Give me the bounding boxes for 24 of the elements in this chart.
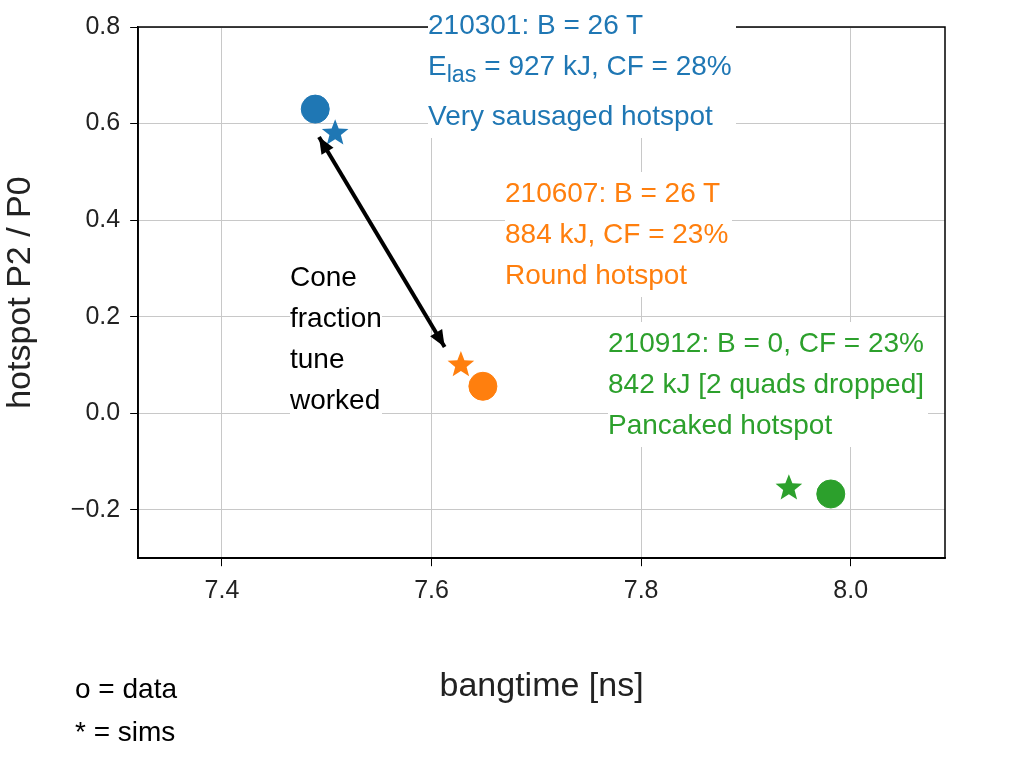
x-axis-title: bangtime [ns]: [439, 664, 644, 703]
annotation: 210912: B = 0, CF = 23% 842 kJ [2 quads dropped] Pancaked hotspot: [608, 322, 929, 447]
x-tick-label: 7.6: [414, 575, 449, 604]
x-tick-label: 8.0: [833, 575, 869, 604]
point: [447, 351, 475, 377]
annotation: 210301: B = 26 T E$_{las}$ = 927 kJ, CF = 28% Very sausaged hotspot: [428, 4, 736, 138]
point: [300, 94, 330, 124]
y-axis-title: hotspot P2 / P0: [0, 176, 37, 409]
y-tick-label: 0.4: [85, 204, 121, 233]
y-tick-label: 0.2: [85, 300, 121, 329]
point: [775, 474, 803, 500]
point: [468, 371, 498, 401]
y-tick-label: 0.6: [85, 107, 121, 136]
y-tick-label: 0.8: [85, 10, 121, 39]
point: [816, 479, 846, 509]
x-tick-label: 7.8: [623, 575, 659, 604]
text: o = data: [75, 668, 177, 709]
annotation: Cone fraction tune worked: [290, 256, 382, 420]
x-tick-label: 7.4: [204, 575, 240, 604]
annotation: 210607: B = 26 T 884 kJ, CF = 23% Round hotspot: [505, 172, 733, 297]
y-tick-label: −0.2: [70, 493, 121, 522]
text: * = sims: [75, 711, 176, 752]
point: [321, 119, 349, 145]
y-tick-label: 0.0: [85, 397, 121, 426]
